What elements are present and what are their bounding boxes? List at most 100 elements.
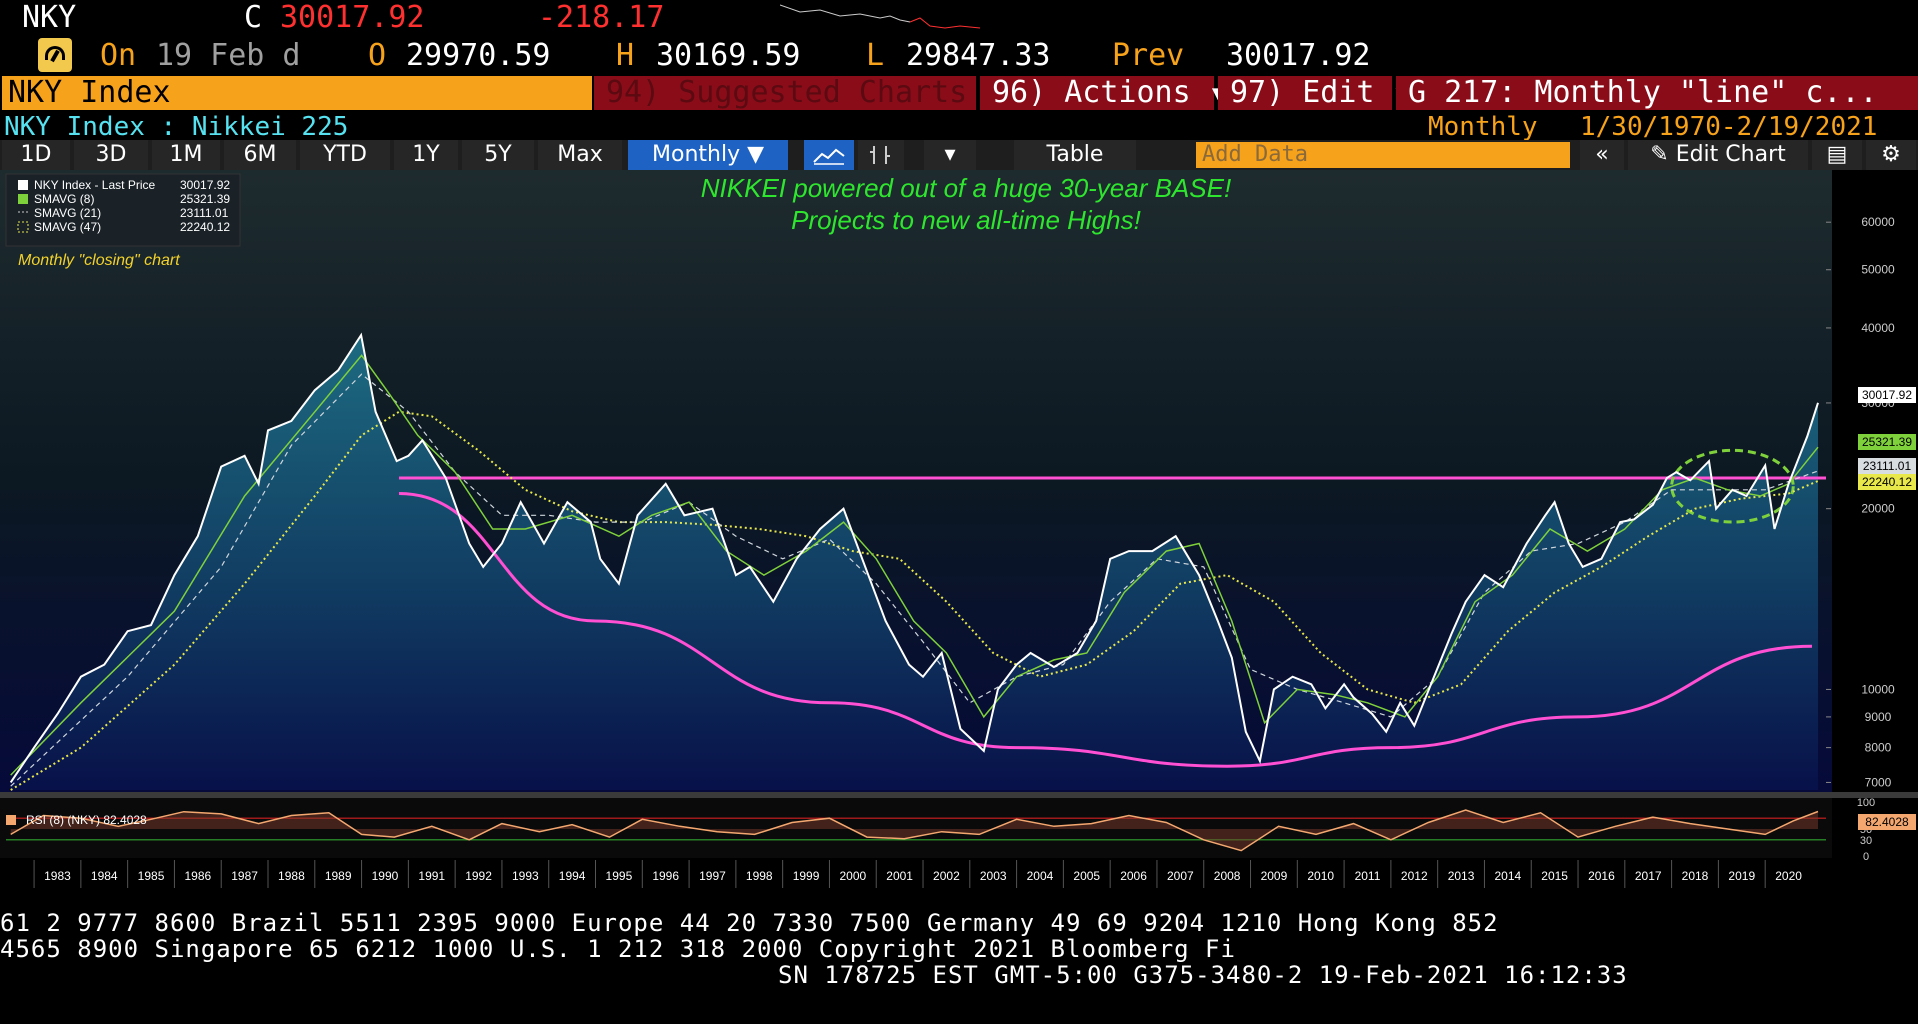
panel-divider bbox=[0, 792, 1918, 798]
x-tick-label: 1992 bbox=[465, 869, 492, 883]
legend-value-sma47: 22240.12 bbox=[180, 220, 230, 234]
security-name: NKY Index : Nikkei 225 bbox=[4, 112, 349, 142]
y-tick-label: 60000 bbox=[1861, 215, 1895, 229]
sma8-line bbox=[10, 354, 1819, 776]
low-price: 29847.33 bbox=[906, 38, 1051, 73]
x-tick-label: 1994 bbox=[559, 869, 586, 883]
chevron-down-icon[interactable]: ▾ bbox=[924, 140, 976, 170]
tab-1m[interactable]: 1M bbox=[152, 140, 220, 170]
series-lines bbox=[9, 332, 1819, 791]
tab-3d[interactable]: 3D bbox=[74, 140, 148, 170]
contact-ticker-row-1: 61 2 9777 8600 Brazil 5511 2395 9000 Eur… bbox=[0, 909, 1499, 937]
collapse-icon[interactable]: « bbox=[1580, 140, 1624, 170]
ticker-symbol: NKY bbox=[22, 0, 77, 35]
x-tick-label: 1990 bbox=[372, 869, 399, 883]
edit-chart-button[interactable]: ✎ Edit Chart bbox=[1628, 140, 1808, 170]
tag-last bbox=[1858, 387, 1916, 403]
rsi-tick-label: 100 bbox=[1857, 797, 1875, 809]
period-dropdown[interactable]: Monthly ▼ bbox=[628, 140, 788, 170]
security-field[interactable]: NKY Index bbox=[2, 76, 592, 110]
legend-label-sma47: SMAVG (47) bbox=[34, 220, 101, 234]
tag-sma8 bbox=[1858, 434, 1916, 450]
add-data-input[interactable]: Add Data bbox=[1196, 142, 1570, 168]
x-tick-label: 1985 bbox=[138, 869, 165, 883]
tab-1y[interactable]: 1Y bbox=[394, 140, 458, 170]
high-price: 30169.59 bbox=[656, 38, 801, 73]
x-tick-label: 2020 bbox=[1775, 869, 1802, 883]
rsi-tick-label: 30 bbox=[1860, 835, 1872, 847]
x-tick-label: 2007 bbox=[1167, 869, 1194, 883]
tag-sma21 bbox=[1858, 458, 1916, 474]
quote-date: 19 Feb d bbox=[156, 38, 301, 73]
prev-price: 30017.92 bbox=[1226, 38, 1371, 73]
low-label: L bbox=[866, 38, 885, 73]
open-label: O bbox=[368, 38, 387, 73]
x-tick-label: 2000 bbox=[839, 869, 866, 883]
x-tick-label: 2002 bbox=[933, 869, 960, 883]
suggested-charts-button[interactable]: 94) Suggested Charts bbox=[594, 76, 976, 110]
edit-menu[interactable]: 97) Edit ▾ bbox=[1218, 76, 1411, 110]
chart-settings-icon[interactable]: ▤ bbox=[1812, 140, 1862, 170]
y-tick-label: 7000 bbox=[1865, 775, 1892, 789]
tag-sma47-text: 22240.12 bbox=[1862, 475, 1912, 489]
x-tick-label: 2006 bbox=[1120, 869, 1147, 883]
x-tick-label: 1995 bbox=[606, 869, 633, 883]
legend-swatch-sma47 bbox=[17, 221, 29, 233]
line-chart-icon[interactable] bbox=[804, 140, 854, 170]
session-info: SN 178725 EST GMT-5:00 G375-3480-2 19-Fe… bbox=[778, 961, 1628, 989]
high-label: H bbox=[616, 38, 635, 73]
actions-menu[interactable]: 96) Actions ▾ bbox=[980, 76, 1227, 110]
speedometer-icon[interactable] bbox=[38, 38, 72, 72]
legend-label-sma21: SMAVG (21) bbox=[34, 206, 101, 220]
legend-label-price: NKY Index - Last Price bbox=[34, 178, 155, 192]
contact-ticker-row-2: 4565 8900 Singapore 65 6212 1000 U.S. 1 … bbox=[0, 935, 1236, 963]
pencil-icon: ✎ bbox=[1650, 142, 1669, 167]
legend-label-sma8: SMAVG (8) bbox=[34, 192, 94, 206]
legend-swatch-price bbox=[18, 180, 28, 190]
rsi-series bbox=[10, 809, 1819, 852]
bar-chart-icon[interactable] bbox=[858, 140, 904, 170]
table-button[interactable]: Table bbox=[1014, 140, 1136, 170]
tab-max[interactable]: Max bbox=[538, 140, 622, 170]
x-tick-label: 2010 bbox=[1307, 869, 1334, 883]
x-tick-label: 1999 bbox=[793, 869, 820, 883]
y-tick-label: 8000 bbox=[1865, 741, 1892, 755]
x-tick-label: 1986 bbox=[184, 869, 211, 883]
tag-sma8-text: 25321.39 bbox=[1862, 435, 1912, 449]
right-value-tags: 30017.92 25321.39 23111.01 22240.12 82.4… bbox=[1858, 387, 1916, 830]
base-ellipse-highlight bbox=[1670, 448, 1795, 524]
legend-value-sma8: 25321.39 bbox=[180, 192, 230, 206]
x-tick-label: 1996 bbox=[652, 869, 679, 883]
open-price: 29970.59 bbox=[406, 38, 551, 73]
tab-5y[interactable]: 5Y bbox=[462, 140, 534, 170]
tab-1d[interactable]: 1D bbox=[2, 140, 70, 170]
x-tick-label: 2017 bbox=[1635, 869, 1662, 883]
tab-6m[interactable]: 6M bbox=[224, 140, 296, 170]
x-tick-label: 2008 bbox=[1214, 869, 1241, 883]
price-line bbox=[9, 332, 1819, 783]
x-tick-label: 2003 bbox=[980, 869, 1007, 883]
tag-sma21-text: 23111.01 bbox=[1863, 459, 1912, 473]
y-axis: 7000800090001000020000300004000050000600… bbox=[1826, 215, 1895, 789]
mini-sparkline bbox=[780, 4, 981, 29]
x-tick-label: 1984 bbox=[91, 869, 118, 883]
x-tick-label: 1998 bbox=[746, 869, 773, 883]
tag-sma47 bbox=[1858, 474, 1916, 490]
tab-ytd[interactable]: YTD bbox=[300, 140, 390, 170]
date-range: 1/30/1970-2/19/2021 bbox=[1580, 112, 1878, 142]
price-area-fill bbox=[10, 335, 1819, 790]
x-tick-label: 2013 bbox=[1448, 869, 1475, 883]
x-tick-label: 1987 bbox=[231, 869, 258, 883]
trendline-overlays bbox=[399, 448, 1826, 768]
gear-icon[interactable]: ⚙ bbox=[1866, 140, 1916, 170]
x-axis: 1983 1984 1985 1986 1987 1988 1989 1990 1991 1992… bbox=[33, 860, 1802, 888]
x-tick-label: 2015 bbox=[1541, 869, 1568, 883]
x-tick-label: 2016 bbox=[1588, 869, 1615, 883]
base-arc-curve bbox=[399, 491, 1812, 768]
rsi-line bbox=[10, 809, 1819, 852]
y-tick-label: 40000 bbox=[1861, 321, 1895, 335]
legend-value-sma21: 23111.01 bbox=[180, 206, 229, 220]
legend-value-price: 30017.92 bbox=[180, 178, 230, 192]
x-tick-label: 1997 bbox=[699, 869, 726, 883]
annotation-line-2: Projects to new all-time Highs! bbox=[791, 205, 1141, 235]
